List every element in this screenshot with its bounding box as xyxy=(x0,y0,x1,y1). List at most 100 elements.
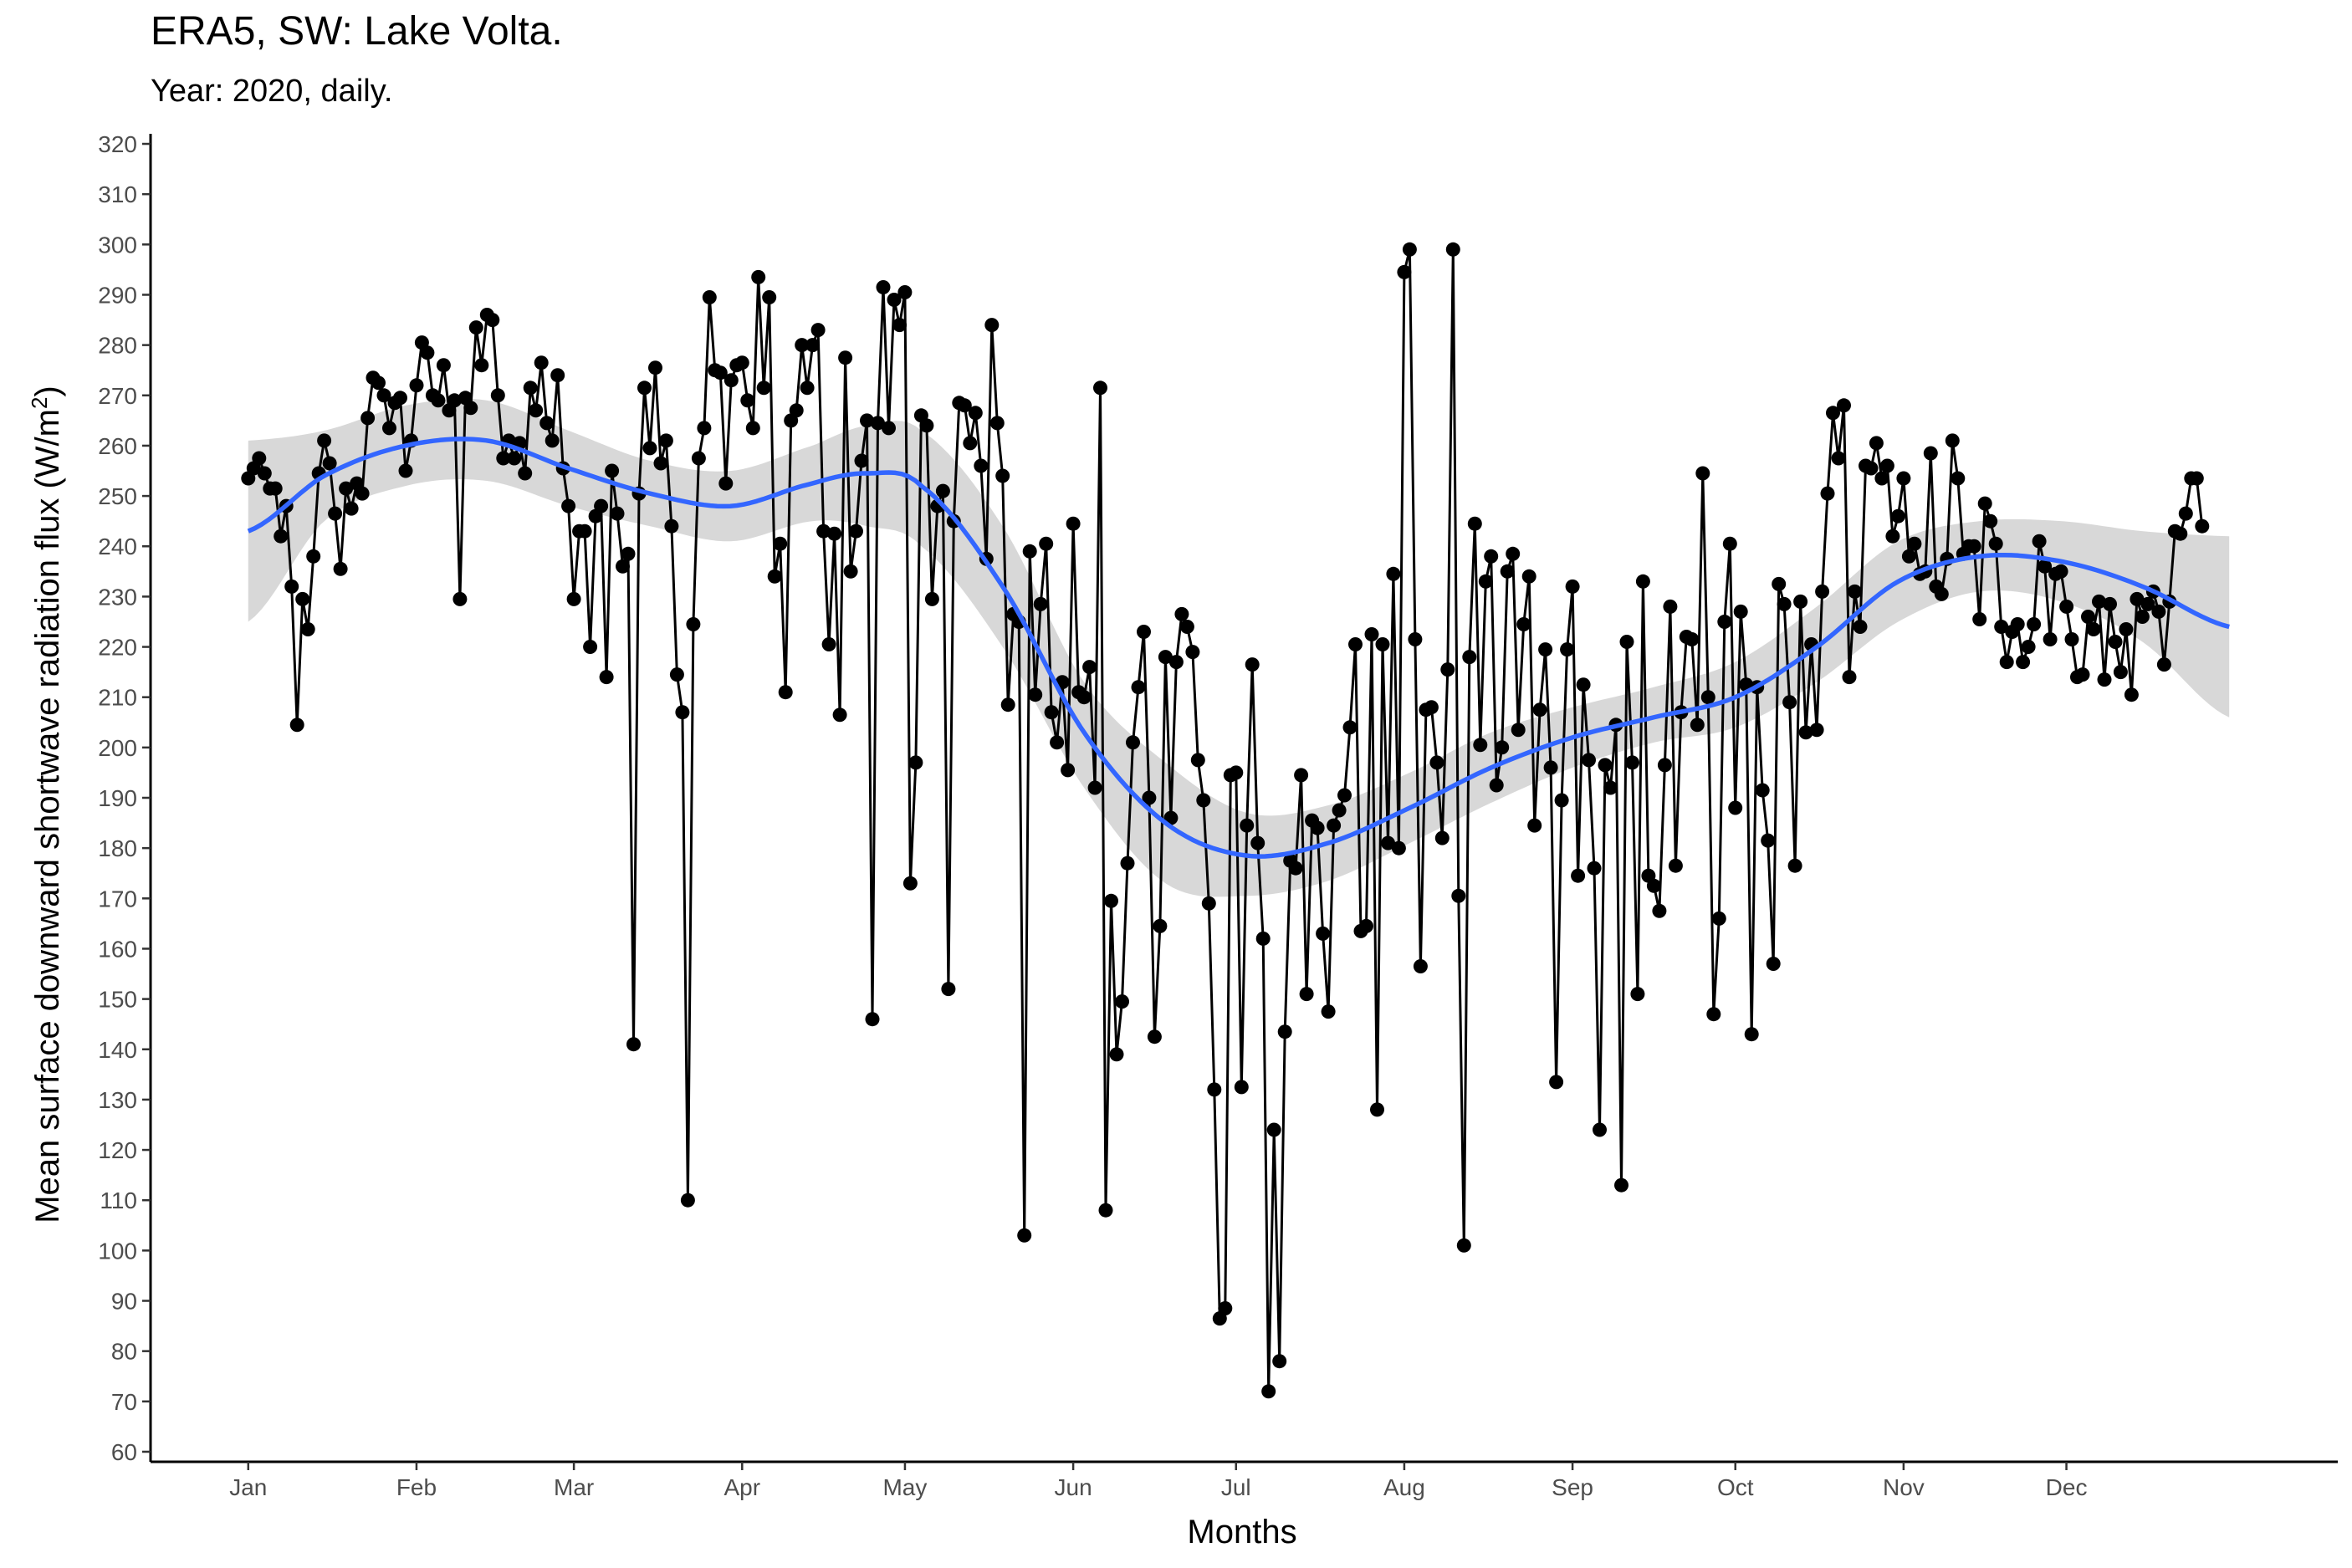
data-point xyxy=(908,755,923,770)
data-point xyxy=(1690,718,1705,733)
data-point xyxy=(789,403,804,418)
data-point xyxy=(995,468,1010,483)
data-point xyxy=(1255,931,1271,946)
data-point xyxy=(355,486,370,501)
y-tick-label: 260 xyxy=(98,433,137,459)
data-point xyxy=(1934,586,1949,601)
y-tick-label: 140 xyxy=(98,1037,137,1063)
data-point xyxy=(1277,1024,1292,1039)
data-point xyxy=(1923,446,1938,461)
data-point xyxy=(1434,830,1450,845)
data-point xyxy=(2156,657,2171,672)
data-point xyxy=(941,982,956,997)
data-point xyxy=(463,401,478,416)
data-point xyxy=(1516,617,1531,631)
y-tick-label: 180 xyxy=(98,835,137,861)
data-point xyxy=(1695,466,1710,481)
data-point xyxy=(2173,526,2188,541)
data-point xyxy=(1657,758,1672,773)
data-point xyxy=(322,456,337,471)
data-point xyxy=(1109,1047,1124,1062)
data-point xyxy=(610,506,625,521)
data-point xyxy=(1999,655,2014,670)
data-point xyxy=(1240,818,1255,833)
axes-layer: 60 70 80 90 100 110 120 130 140 150 160 170 180 190 20… xyxy=(98,131,2338,1500)
data-point xyxy=(821,637,836,651)
data-point xyxy=(892,318,907,333)
data-point xyxy=(621,546,636,561)
data-point xyxy=(1467,516,1482,531)
x-tick-label: Nov xyxy=(1883,1474,1925,1500)
data-point xyxy=(827,526,842,541)
data-point xyxy=(1229,765,1244,780)
chart-title: ERA5, SW: Lake Volta. xyxy=(151,9,563,54)
data-point xyxy=(1500,564,1515,579)
data-point xyxy=(816,524,831,539)
data-point xyxy=(1234,1080,1249,1095)
data-point xyxy=(1988,536,2003,551)
data-point xyxy=(339,481,354,496)
data-point xyxy=(2103,596,2117,611)
data-point xyxy=(1266,1122,1281,1137)
data-point xyxy=(2075,667,2090,682)
data-point xyxy=(577,524,592,539)
data-point xyxy=(1017,1228,1032,1243)
data-point xyxy=(1820,486,1835,501)
data-point xyxy=(1316,926,1331,941)
data-point xyxy=(1201,896,1216,911)
y-tick-label: 90 xyxy=(111,1289,137,1315)
smooth-layer xyxy=(247,437,2230,859)
data-point xyxy=(1560,642,1575,657)
data-point xyxy=(2043,632,2058,646)
data-point xyxy=(507,451,522,466)
data-point xyxy=(1386,566,1401,581)
data-point xyxy=(420,345,435,360)
data-point xyxy=(594,498,609,513)
data-point xyxy=(718,476,734,491)
data-point xyxy=(1142,790,1157,805)
data-point xyxy=(1473,738,1488,753)
x-tick-label: May xyxy=(882,1474,927,1500)
chart-subtitle: Year: 2020, daily. xyxy=(151,74,393,109)
y-tick-label: 110 xyxy=(100,1187,137,1213)
data-point xyxy=(1000,697,1015,712)
data-point xyxy=(1603,780,1618,795)
data-point xyxy=(957,398,972,413)
y-tick-label: 70 xyxy=(111,1389,137,1415)
data-point xyxy=(1445,242,1460,257)
data-point xyxy=(566,591,581,606)
data-point xyxy=(1874,471,1889,486)
data-point xyxy=(1554,793,1569,808)
data-point xyxy=(333,561,348,576)
data-point xyxy=(284,579,299,594)
data-point xyxy=(1408,632,1423,646)
data-point xyxy=(832,707,847,723)
data-point xyxy=(583,640,598,654)
data-point xyxy=(1218,1301,1233,1315)
data-point xyxy=(2038,559,2053,574)
data-point xyxy=(1359,918,1373,933)
data-point xyxy=(1593,1122,1607,1137)
data-point xyxy=(2027,617,2042,631)
y-tick-label: 220 xyxy=(98,635,137,661)
x-tick-label: Oct xyxy=(1717,1474,1754,1500)
data-point xyxy=(1711,911,1726,926)
data-point xyxy=(1983,513,1998,529)
y-tick-label: 240 xyxy=(98,534,137,559)
data-point xyxy=(268,481,283,496)
data-point xyxy=(648,360,662,375)
data-point xyxy=(1549,1075,1564,1090)
data-point xyxy=(1744,1027,1759,1042)
data-point xyxy=(1391,840,1406,856)
data-point xyxy=(371,375,386,391)
x-tick-label: Mar xyxy=(554,1474,594,1500)
confidence-band-layer xyxy=(248,398,2230,897)
data-point xyxy=(860,413,874,428)
data-point xyxy=(658,433,673,448)
data-point xyxy=(756,381,771,396)
data-point xyxy=(1722,536,1737,551)
data-point xyxy=(2064,632,2079,646)
data-point xyxy=(317,433,332,448)
data-point xyxy=(1685,632,1700,646)
data-point xyxy=(919,418,934,433)
